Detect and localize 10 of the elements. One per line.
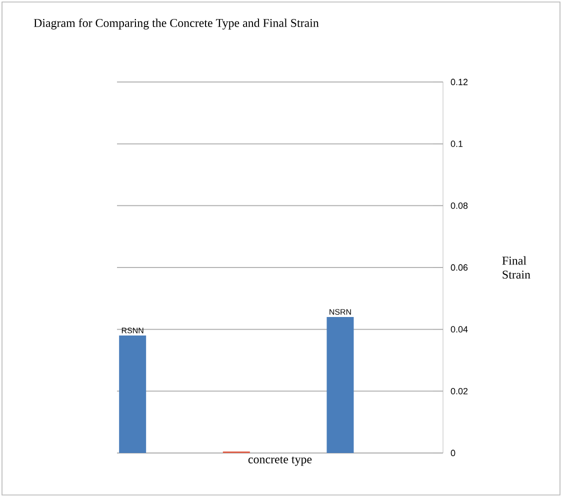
y-tick-label: 0.1 <box>450 140 463 147</box>
y-tick-label: 0.12 <box>450 78 468 86</box>
chart-title: Diagram for Comparing the Concrete Type and Final Strain <box>34 18 319 30</box>
y-axis-title: Final Strain <box>502 256 530 279</box>
y-tick-label: 0.08 <box>450 202 468 209</box>
x-axis-title: concrete type <box>248 456 312 466</box>
y-tick-label: 0 <box>450 450 456 456</box>
y-tick-label: 0.04 <box>450 326 468 332</box>
y-tick-label: 0.06 <box>450 264 468 271</box>
y-tick-label: 0.02 <box>450 388 468 394</box>
